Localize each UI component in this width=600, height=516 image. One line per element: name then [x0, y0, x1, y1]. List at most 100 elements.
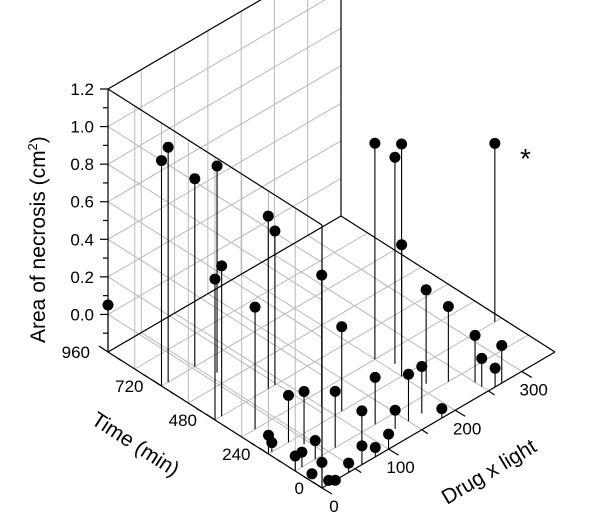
back-wall-grid-line [107, 0, 326, 128]
data-point [356, 405, 368, 417]
side-wall-grid-line [107, 201, 323, 339]
data-point [309, 435, 321, 447]
y-tick-mark [312, 481, 323, 489]
data-point [469, 329, 481, 341]
data-point [356, 440, 368, 452]
y-minor-tick [169, 390, 176, 396]
data-point [396, 138, 408, 150]
data-point [416, 360, 428, 372]
data-point [189, 173, 201, 185]
y-tick-label: 240 [222, 445, 250, 464]
data-point [298, 386, 310, 398]
floor-grid-line [161, 249, 395, 387]
y-minor-tick [116, 356, 122, 362]
floor-grid-line [187, 266, 422, 404]
z-tick-label: 1.2 [70, 80, 94, 99]
z-tick-label: 0.2 [70, 268, 94, 287]
x-tick-mark [388, 448, 399, 456]
data-point [209, 273, 221, 285]
y-tick-label: 720 [115, 377, 143, 396]
data-point [289, 450, 301, 462]
y-tick-mark [205, 413, 216, 421]
x-tick-label: 200 [453, 419, 481, 438]
x-tick-mark [321, 487, 333, 495]
y-tick-mark [152, 379, 162, 387]
y-tick-label: 0 [295, 479, 304, 498]
frame-edge [107, 88, 323, 226]
frame-edge [321, 351, 556, 489]
data-point [496, 340, 508, 352]
data-point [389, 404, 401, 416]
data-point [336, 321, 348, 333]
z-tick-label: 0.0 [70, 305, 94, 324]
data-point [343, 457, 355, 469]
data-point [162, 141, 174, 153]
y-tick-label: 960 [62, 343, 90, 362]
z-axis-title: Area of necrosis (cm2) [25, 136, 50, 343]
z-axis-title-end: ) [27, 136, 50, 143]
data-point [442, 300, 454, 312]
y-tick-mark [259, 447, 269, 455]
data-point [476, 352, 488, 364]
z-tick-label: 0.6 [70, 193, 94, 212]
data-point [156, 155, 167, 167]
floor-grid-line [241, 300, 476, 438]
data-point [389, 151, 401, 163]
y-minor-tick [223, 424, 229, 430]
data-point [369, 137, 381, 149]
x-minor-tick [354, 468, 362, 474]
significance-annotation: * [520, 143, 531, 174]
y-minor-tick [303, 475, 309, 481]
data-point [211, 160, 223, 172]
data-point [306, 468, 318, 480]
data-point [402, 368, 414, 380]
x-tick-label: 0 [329, 497, 338, 516]
data-point [323, 474, 335, 486]
y-minor-tick [142, 373, 149, 379]
y-tick-label: 480 [169, 411, 197, 430]
data-point [489, 137, 501, 149]
x-tick-label: 100 [386, 458, 414, 477]
data-point [102, 299, 114, 311]
y-tick-mark [98, 345, 109, 353]
z-tick-label: 0.8 [70, 155, 94, 174]
z-tick-label: 0.4 [70, 230, 94, 249]
data-point [316, 269, 328, 281]
data-point [316, 456, 328, 468]
data-points [102, 137, 508, 486]
x-tick-label: 300 [520, 380, 548, 399]
frame [107, 0, 556, 489]
y-minor-tick [196, 407, 202, 413]
frame-edge [107, 0, 262, 90]
x-axis-title: Drug x light [438, 435, 541, 510]
x-minor-tick [421, 429, 429, 435]
data-point [329, 385, 341, 397]
data-point [369, 442, 381, 454]
floor-grid-line [214, 283, 449, 421]
data-point [282, 389, 294, 401]
z-tick-label: 1.0 [70, 118, 94, 137]
frame-edge [340, 215, 556, 353]
back-wall-grid-line [107, 102, 342, 240]
back-wall-grid-line [107, 177, 342, 315]
data-point [436, 403, 448, 415]
floor-grid-line [294, 334, 529, 472]
data-point [216, 260, 228, 272]
ticks: 1.2 1.0 0.8 0.6 0.4 0.2 0.0 960 720 480 240 0 0 100 20… [62, 80, 548, 516]
side-wall-grid-line [107, 126, 323, 263]
x-tick-mark [454, 409, 466, 417]
data-point [420, 284, 432, 296]
data-point [369, 371, 381, 383]
back-wall-grid-line [107, 65, 342, 203]
data-point [263, 429, 274, 441]
side-wall-grid-line [107, 163, 323, 301]
y-minor-tick [276, 458, 283, 464]
x-minor-tick [488, 390, 495, 396]
back-wall-grid-line [107, 27, 342, 165]
data-point [396, 239, 408, 251]
back-wall-grid-line [107, 140, 342, 278]
frame-edge [107, 215, 342, 353]
data-point [383, 428, 395, 440]
